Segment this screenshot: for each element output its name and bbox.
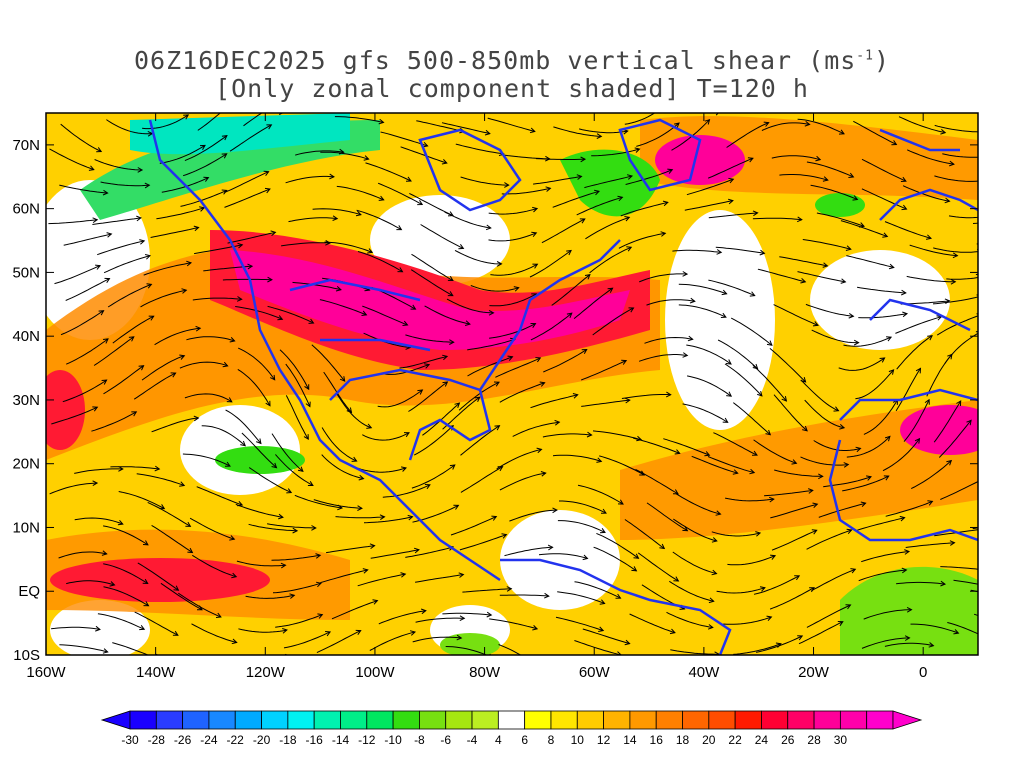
lon-tick-label: 160W [26,664,66,681]
lon-tick-label: 40W [688,664,720,681]
colorbar-box [419,710,447,730]
colorbar-box [287,710,315,730]
colorbar-box [366,710,394,730]
colorbar-box [708,710,736,730]
colorbar-box [392,710,420,730]
colorbar-tick-label: 10 [571,733,585,747]
colorbar-tick-label: -16 [306,733,324,747]
colorbar-tick-label: 20 [702,733,716,747]
colorbar-box [761,710,789,730]
chart-title-line1: 06Z16DEC2025 gfs 500-850mb vertical shea… [133,46,891,75]
colorbar-box [313,710,341,730]
colorbar-tick-label: -22 [227,733,245,747]
colorbar-tick-label: 16 [650,733,664,747]
colorbar-tick-label: -18 [279,733,297,747]
colorbar-box [629,710,657,730]
colorbar-box [603,710,631,730]
colorbar-box [550,710,578,730]
colorbar-tick-label: 12 [597,733,611,747]
lon-tick-label: 80W [469,664,501,681]
colorbar-box [576,710,604,730]
colorbar-tick-label: -14 [332,733,350,747]
colorbar-box [129,710,157,730]
map-axes: 160W 140W 120W 100W 80W 60W 40W 20W 0 70N 60N 50N 40… [12,113,978,681]
colorbar-arrow-left [100,710,131,730]
colorbar-tick-label: 14 [623,733,637,747]
lon-tick-label: 140W [136,664,176,681]
colorbar-box [155,710,184,730]
lat-tick-label: 70N [12,137,40,154]
lon-tick-label: 0 [919,664,927,681]
colorbar-tick-label: 26 [781,733,795,747]
lon-tick-label: 100W [355,664,395,681]
lat-tick-label: 40N [12,328,40,345]
colorbar-box [234,710,262,730]
chart-title-line2: [Only zonal component shaded] T=120 h [215,74,809,103]
colorbar-box [682,710,710,730]
colorbar-box [787,710,815,730]
colorbar-tick-label: 4 [495,733,502,747]
colorbar-tick-label: -30 [121,733,139,747]
lon-tick-label: 60W [579,664,611,681]
colorbar-tick-label: -28 [148,733,166,747]
colorbar-tick-label: -6 [440,733,451,747]
colorbar-box [497,710,526,730]
colorbar-tick-label: -8 [414,733,425,747]
lat-tick-label: 20N [12,456,40,473]
lon-tick-label: 120W [246,664,286,681]
colorbar-box [182,710,210,730]
colorbar-tick-label: -24 [200,733,218,747]
colorbar-box [524,710,552,730]
lat-tick-label: 60N [12,201,40,218]
colorbar-tick-label: -20 [253,733,271,747]
colorbar-box [839,710,868,730]
colorbar-tick-label: 18 [676,733,690,747]
colorbar-tick-label: 28 [807,733,821,747]
lat-tick-label: 30N [12,392,40,409]
colorbar-tick-label: -12 [358,733,376,747]
colorbar-tick-label: 30 [834,733,848,747]
colorbar-tick-label: -4 [467,733,478,747]
colorbar-box [866,710,894,730]
colorbar-tick-label: 8 [548,733,555,747]
colorbar-box [445,710,473,730]
coastlines [148,118,978,655]
colorbar-tick-label: 22 [728,733,742,747]
colorbar-box [655,710,683,730]
colorbar-box [208,710,236,730]
colorbar-box [734,710,762,730]
colorbar-box [261,710,289,730]
colorbar-arrow-right [892,710,923,730]
shear-shading [46,113,978,655]
lat-tick-label: 10S [13,647,40,664]
colorbar-box [813,710,841,730]
colorbar-box [471,710,499,730]
lat-tick-label: 50N [12,264,40,281]
colorbar-box [340,710,368,730]
colorbar-tick-label: 24 [755,733,769,747]
colorbar-tick-label: -26 [174,733,192,747]
colorbar-tick-label: 6 [521,733,528,747]
lat-tick-label: 10N [12,519,40,536]
colorbar-tick-label: -10 [384,733,402,747]
lon-tick-label: 20W [798,664,830,681]
map-frame [45,112,979,656]
colorbar: -30 -28 -26 -24 -22 -20 -18 -16 -14 -12 -10 -8 -6 -4 4… [100,710,923,747]
lat-tick-label: EQ [18,583,40,600]
